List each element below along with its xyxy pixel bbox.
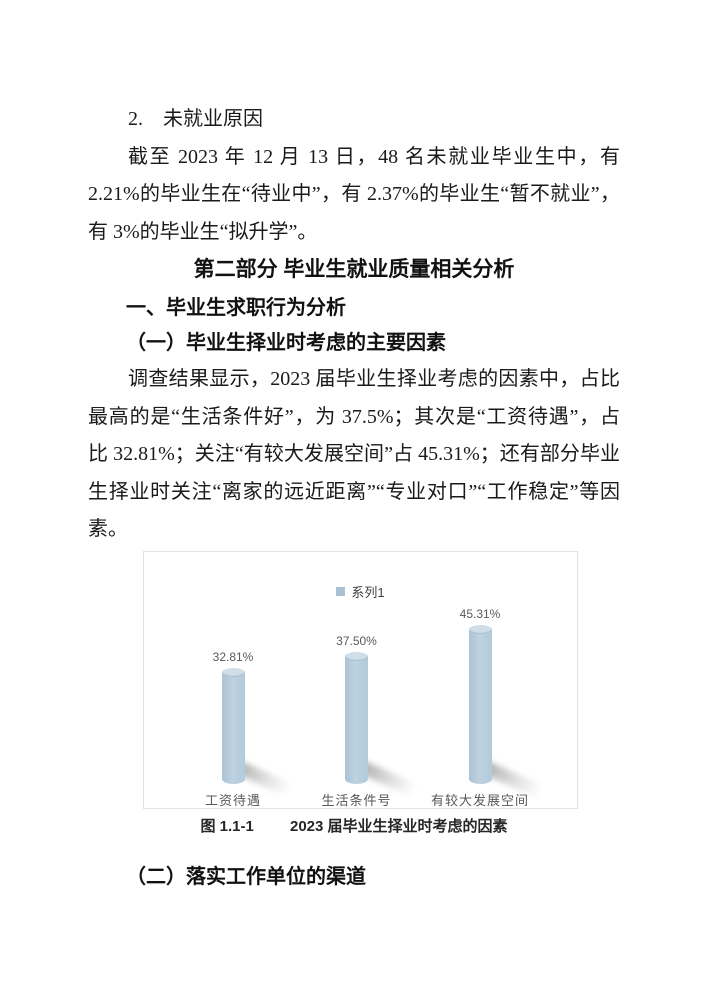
paragraph-factors: 调查结果显示，2023 届毕业生择业考虑的因素中，占比最高的是“生活条件好”，为… [88,368,620,540]
bar-value-label: 45.31% [459,606,501,621]
chapter-heading: 一、毕业生求职行为分析 [126,297,346,319]
figure-number: 图 1.1-1 [200,817,254,835]
subsection-heading: 2. 未就业原因 [128,108,263,130]
bar-cylinder-top [221,667,245,677]
bar-cylinder [468,628,492,784]
bar-category-label: 工资待遇 [204,792,261,808]
figure-caption: 图 1.1-1 2023 届毕业生择业时考虑的因素 [88,817,620,837]
part-heading: 第二部分 毕业生就业质量相关分析 [193,258,515,281]
bar-category-label: 有较大发展空间 [430,792,529,808]
legend-swatch-icon [336,586,346,596]
chart-legend: 系列1 [144,582,577,601]
bar-chart: 系列1 32.81% 工资待遇 37.50% 生活条件号 45.31% 有较大发展空间 [143,550,578,809]
bar-category-label: 生活条件号 [321,792,392,808]
figure-title: 2023 届毕业生择业时考虑的因素 [289,817,508,835]
bar-value-label: 32.81% [212,649,254,664]
bar-cylinder [221,671,245,784]
sub-heading-2: （二）落实工作单位的渠道 [126,865,366,888]
bar-cylinder-top [468,624,492,634]
paragraph-unemployment: 截至 2023 年 12 月 13 日，48 名未就业毕业生中，有 2.21%的… [88,145,620,243]
chart-plot: 32.81% 工资待遇 37.50% 生活条件号 45.31% 有较大发展空间 [144,552,577,808]
bar-cylinder-top [345,651,368,661]
bar-cylinder [345,655,368,784]
legend-series-label: 系列1 [351,584,385,600]
sub-heading-1: （一）毕业生择业时考虑的主要因素 [126,332,446,354]
bar-value-label: 37.50% [336,633,377,648]
